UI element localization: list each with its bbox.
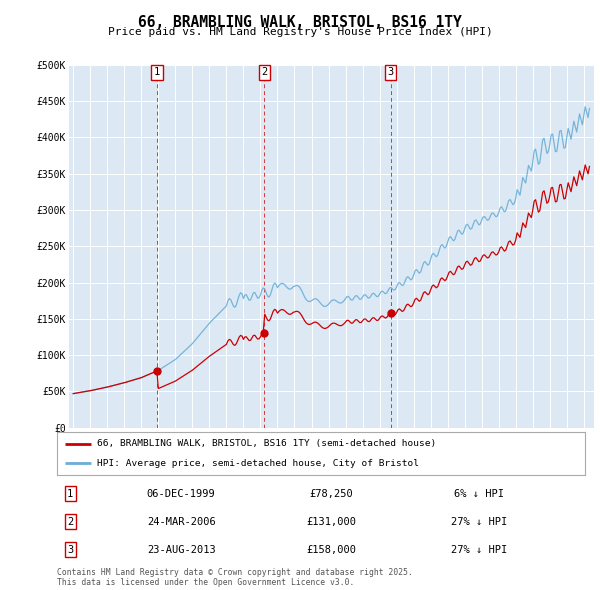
Text: £131,000: £131,000 — [307, 517, 356, 526]
Text: £158,000: £158,000 — [307, 545, 356, 555]
Text: 27% ↓ HPI: 27% ↓ HPI — [451, 545, 508, 555]
Text: HPI: Average price, semi-detached house, City of Bristol: HPI: Average price, semi-detached house,… — [97, 459, 419, 468]
Text: Price paid vs. HM Land Registry's House Price Index (HPI): Price paid vs. HM Land Registry's House … — [107, 27, 493, 37]
Text: 6% ↓ HPI: 6% ↓ HPI — [454, 489, 505, 499]
Text: 66, BRAMBLING WALK, BRISTOL, BS16 1TY (semi-detached house): 66, BRAMBLING WALK, BRISTOL, BS16 1TY (s… — [97, 440, 436, 448]
Text: 3: 3 — [388, 67, 394, 77]
Text: 23-AUG-2013: 23-AUG-2013 — [147, 545, 215, 555]
Text: 3: 3 — [67, 545, 73, 555]
Text: 2: 2 — [67, 517, 73, 526]
Text: 2: 2 — [261, 67, 268, 77]
Text: 1: 1 — [154, 67, 160, 77]
Text: £78,250: £78,250 — [310, 489, 353, 499]
Text: 1: 1 — [67, 489, 73, 499]
Text: Contains HM Land Registry data © Crown copyright and database right 2025.
This d: Contains HM Land Registry data © Crown c… — [57, 568, 413, 587]
Text: 66, BRAMBLING WALK, BRISTOL, BS16 1TY: 66, BRAMBLING WALK, BRISTOL, BS16 1TY — [138, 15, 462, 30]
Text: 06-DEC-1999: 06-DEC-1999 — [147, 489, 215, 499]
Text: 24-MAR-2006: 24-MAR-2006 — [147, 517, 215, 526]
Text: 27% ↓ HPI: 27% ↓ HPI — [451, 517, 508, 526]
